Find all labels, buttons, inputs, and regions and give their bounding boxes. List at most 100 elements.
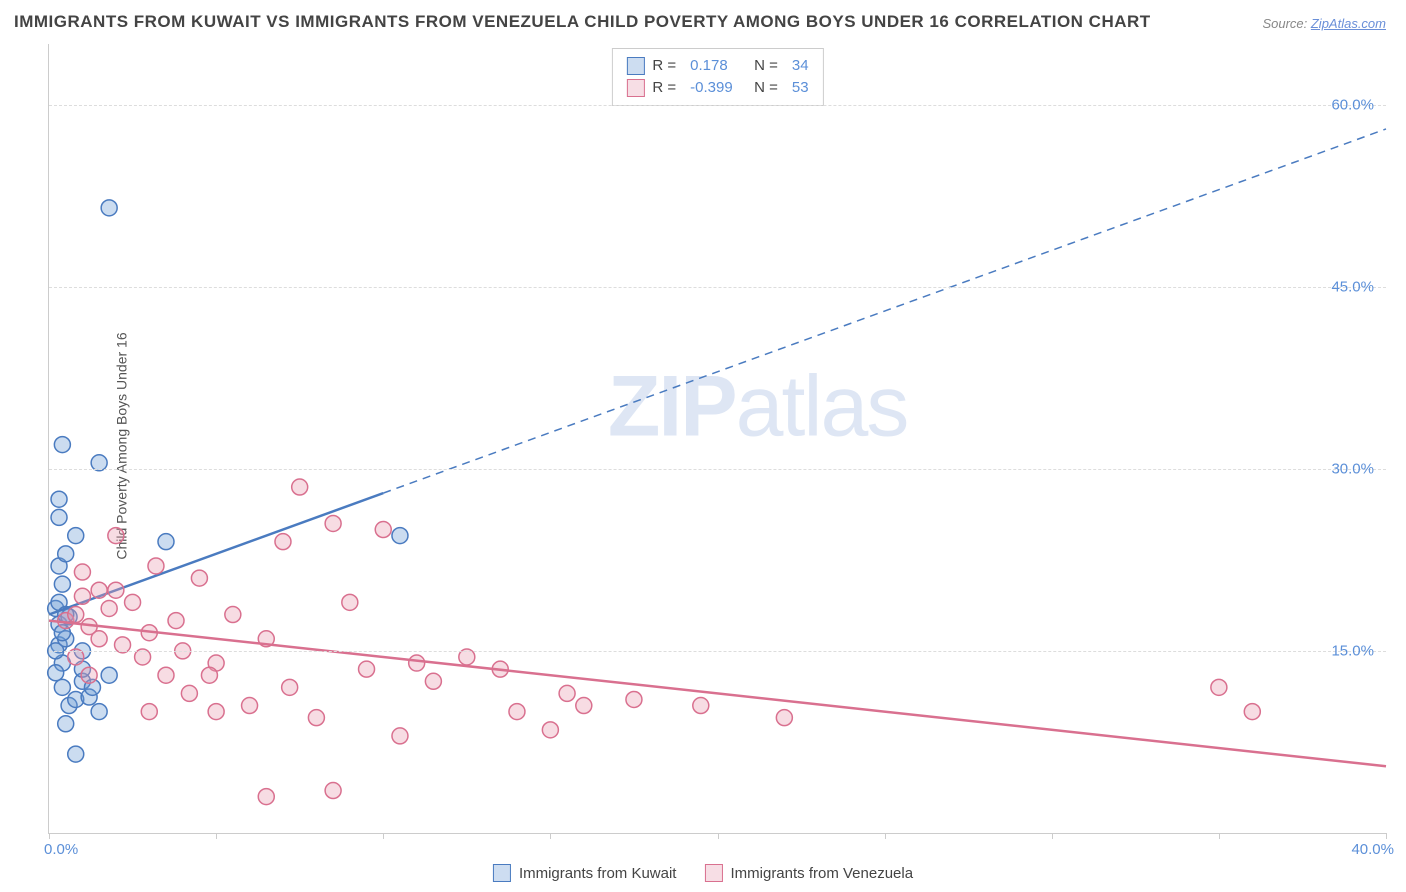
legend-n-label: N = — [754, 77, 778, 99]
scatter-point — [693, 698, 709, 714]
legend-swatch — [704, 864, 722, 882]
scatter-point — [325, 515, 341, 531]
plot-area: ZIPatlas R = 0.178 N = 34R = -0.399 N = … — [48, 44, 1386, 834]
scatter-point — [392, 528, 408, 544]
legend-swatch — [493, 864, 511, 882]
y-tick-label: 30.0% — [1331, 460, 1374, 477]
legend-r-label: R = — [652, 77, 676, 99]
scatter-point — [68, 528, 84, 544]
chart-title: IMMIGRANTS FROM KUWAIT VS IMMIGRANTS FRO… — [14, 12, 1151, 32]
stats-legend-row: R = 0.178 N = 34 — [626, 55, 808, 77]
scatter-point — [776, 710, 792, 726]
scatter-point — [51, 509, 67, 525]
source-label: Source: — [1262, 16, 1310, 31]
x-tick-label-max: 40.0% — [1351, 841, 1394, 858]
scatter-point — [242, 698, 258, 714]
scatter-point — [48, 665, 64, 681]
scatter-point — [51, 491, 67, 507]
x-tick — [550, 833, 551, 839]
legend-n-label: N = — [754, 55, 778, 77]
scatter-point — [342, 594, 358, 610]
legend-n-value: 34 — [792, 55, 809, 77]
scatter-point — [91, 631, 107, 647]
scatter-point — [1244, 704, 1260, 720]
bottom-legend-item: Immigrants from Kuwait — [493, 864, 677, 882]
scatter-point — [542, 722, 558, 738]
scatter-point — [168, 613, 184, 629]
scatter-point — [58, 716, 74, 732]
scatter-point — [201, 667, 217, 683]
legend-r-value: 0.178 — [690, 55, 746, 77]
bottom-legend: Immigrants from Kuwait Immigrants from Ve… — [493, 864, 913, 882]
series-name: Immigrants from Venezuela — [730, 865, 913, 882]
legend-swatch — [626, 79, 644, 97]
x-tick — [718, 833, 719, 839]
x-tick — [1386, 833, 1387, 839]
regression-line-solid — [49, 621, 1386, 767]
series-name: Immigrants from Kuwait — [519, 865, 677, 882]
scatter-point — [292, 479, 308, 495]
scatter-point — [125, 594, 141, 610]
x-tick — [1219, 833, 1220, 839]
stats-legend-row: R = -0.399 N = 53 — [626, 77, 808, 99]
source-attribution: Source: ZipAtlas.com — [1262, 16, 1386, 31]
scatter-point — [375, 522, 391, 538]
scatter-point — [626, 691, 642, 707]
scatter-point — [258, 789, 274, 805]
scatter-point — [308, 710, 324, 726]
plot-svg — [49, 44, 1386, 833]
y-tick-label: 15.0% — [1331, 642, 1374, 659]
scatter-point — [54, 679, 70, 695]
scatter-point — [275, 534, 291, 550]
scatter-point — [108, 582, 124, 598]
scatter-point — [409, 655, 425, 671]
legend-swatch — [626, 57, 644, 75]
y-tick-label: 45.0% — [1331, 278, 1374, 295]
scatter-point — [91, 582, 107, 598]
scatter-point — [54, 437, 70, 453]
scatter-point — [191, 570, 207, 586]
scatter-point — [1211, 679, 1227, 695]
scatter-point — [425, 673, 441, 689]
scatter-point — [225, 607, 241, 623]
y-tick-label: 60.0% — [1331, 96, 1374, 113]
gridline-h — [49, 105, 1386, 106]
scatter-point — [141, 704, 157, 720]
scatter-point — [158, 534, 174, 550]
scatter-point — [101, 667, 117, 683]
x-tick — [49, 833, 50, 839]
scatter-point — [68, 746, 84, 762]
gridline-h — [49, 469, 1386, 470]
scatter-point — [101, 600, 117, 616]
scatter-point — [58, 546, 74, 562]
x-tick-label-min: 0.0% — [44, 841, 78, 858]
scatter-point — [208, 704, 224, 720]
scatter-point — [576, 698, 592, 714]
stats-legend: R = 0.178 N = 34R = -0.399 N = 53 — [611, 48, 823, 106]
scatter-point — [101, 200, 117, 216]
regression-line-dashed — [383, 129, 1386, 493]
gridline-h — [49, 287, 1386, 288]
scatter-point — [54, 576, 70, 592]
scatter-point — [91, 704, 107, 720]
scatter-point — [68, 607, 84, 623]
scatter-point — [108, 528, 124, 544]
scatter-point — [81, 667, 97, 683]
scatter-point — [559, 685, 575, 701]
scatter-point — [509, 704, 525, 720]
x-tick — [1052, 833, 1053, 839]
scatter-point — [74, 564, 90, 580]
legend-r-value: -0.399 — [690, 77, 746, 99]
scatter-point — [359, 661, 375, 677]
gridline-h — [49, 651, 1386, 652]
bottom-legend-item: Immigrants from Venezuela — [704, 864, 913, 882]
scatter-point — [158, 667, 174, 683]
legend-n-value: 53 — [792, 77, 809, 99]
scatter-point — [282, 679, 298, 695]
source-link[interactable]: ZipAtlas.com — [1311, 16, 1386, 31]
scatter-point — [325, 783, 341, 799]
x-tick — [885, 833, 886, 839]
scatter-point — [181, 685, 197, 701]
x-tick — [216, 833, 217, 839]
scatter-point — [148, 558, 164, 574]
